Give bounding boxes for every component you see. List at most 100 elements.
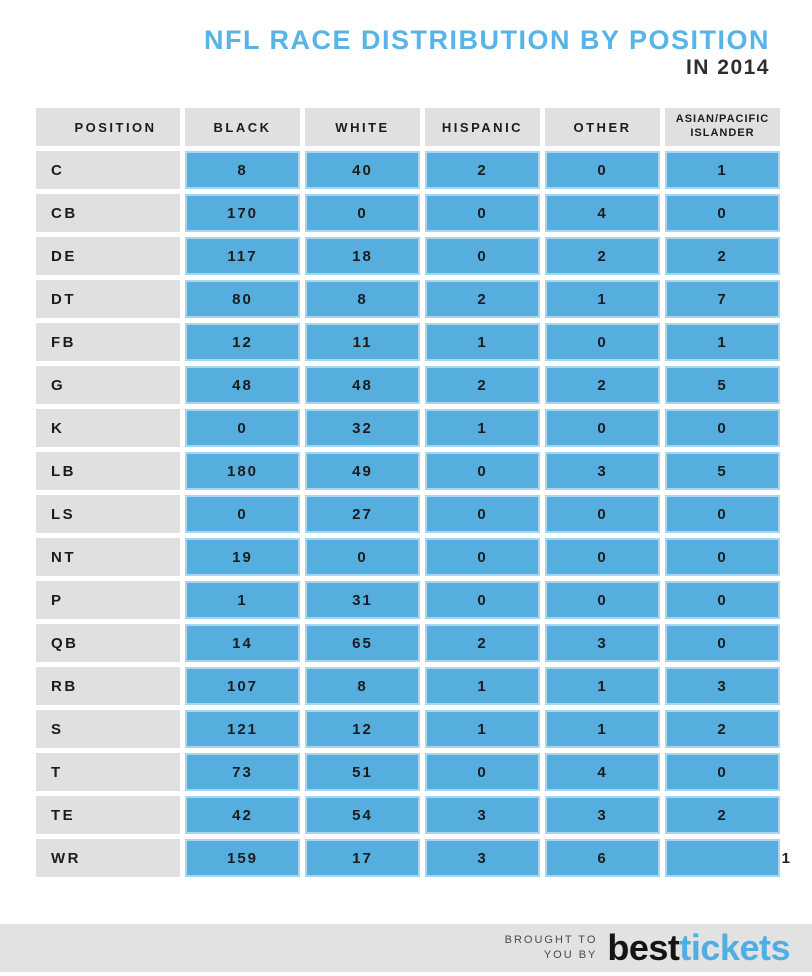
value-cell: 3 [545,796,660,834]
value-cell: 0 [185,495,300,533]
position-cell: NT [36,538,180,576]
position-cell: QB [36,624,180,662]
value-cell: 49 [305,452,420,490]
table-row: S 121 12 1 1 2 [36,710,780,748]
cell-text: 1 [237,591,248,609]
cell-text: 17 [352,849,373,867]
value-cell: 1 [425,710,540,748]
column-header-white: WHITE [305,108,420,146]
cell-text: 11 [352,333,373,351]
cell-text: 1 [477,720,488,738]
position-cell: CB [36,194,180,232]
cell-text: 32 [352,419,373,437]
value-cell: 3 [545,624,660,662]
cell-text: 0 [597,548,608,566]
cell-text: 2 [597,247,608,265]
value-cell: 42 [185,796,300,834]
cell-text: 0 [597,419,608,437]
column-header-position: POSITION [36,108,180,146]
cell-text: T [51,763,63,781]
cell-text: 2 [597,376,608,394]
column-header-black: BLACK [185,108,300,146]
value-cell: 17 [305,839,420,877]
table-row: G 48 48 2 2 5 [36,366,780,404]
cell-text: WR [51,849,81,867]
value-cell: 18 [305,237,420,275]
value-cell: 0 [665,753,780,791]
besttickets-logo: besttickets [607,930,790,966]
cell-text: 2 [717,247,728,265]
column-header-other: OTHER [545,108,660,146]
value-cell: 107 [185,667,300,705]
cell-text: 0 [357,548,368,566]
cell-text: 0 [597,505,608,523]
cell-text: QB [51,634,79,652]
value-cell: 0 [665,495,780,533]
value-cell: 1 [545,667,660,705]
value-cell: 159 [185,839,300,877]
value-cell: 2 [665,710,780,748]
value-cell: 2 [665,796,780,834]
value-cell: 4 [545,194,660,232]
cell-text: 1 [717,161,728,179]
cell-text: 12 [232,333,253,351]
value-cell: 12 [185,323,300,361]
value-cell: 2 [425,366,540,404]
value-cell: 8 [305,280,420,318]
cell-text: 73 [232,763,253,781]
table-row: TE 42 54 3 3 2 [36,796,780,834]
value-cell: 0 [305,538,420,576]
value-cell: 3 [425,796,540,834]
value-cell: 1 [545,280,660,318]
value-cell: 4 [545,753,660,791]
position-cell: S [36,710,180,748]
cell-text: 1 [597,677,608,695]
value-cell: 2 [425,624,540,662]
cell-text: 2 [477,290,488,308]
cell-text: 5 [717,376,728,394]
cell-text: K [51,419,65,437]
cell-text: 8 [357,677,368,695]
column-header-asian-pacific-islander: ASIAN/PACIFIC ISLANDER [665,108,780,146]
cell-text: NT [51,548,76,566]
position-cell: LS [36,495,180,533]
value-cell: 40 [305,151,420,189]
value-cell: 1 [425,667,540,705]
cell-text: 1 [781,849,790,867]
value-cell: 0 [545,151,660,189]
value-cell: 65 [305,624,420,662]
cell-text: CB [51,204,78,222]
table-row: DE 117 18 0 2 2 [36,237,780,275]
value-cell: 0 [665,581,780,619]
cell-text: 180 [226,462,259,480]
cell-text: 2 [717,806,728,824]
table-row: P 1 31 0 0 0 [36,581,780,619]
cell-text: 19 [232,548,253,566]
position-cell: RB [36,667,180,705]
cell-text: 0 [477,591,488,609]
cell-text: 2 [717,720,728,738]
value-cell: 121 [185,710,300,748]
table-body: C 8 40 2 0 1 CB 170 0 0 4 0 DE 117 18 0 2 2 DT 80 8 2 1 7 FB 12 11… [36,151,790,877]
position-cell: T [36,753,180,791]
cell-text: 0 [597,333,608,351]
table-row: CB 170 0 0 4 0 [36,194,780,232]
cell-text: 48 [352,376,373,394]
cell-text: 8 [237,161,248,179]
value-cell: 0 [425,753,540,791]
logo-text-tickets: tickets [679,927,790,968]
cell-text: 1 [477,677,488,695]
footer-tagline-line2: YOU BY [543,949,598,961]
table-row: LB 180 49 0 3 5 [36,452,780,490]
value-cell: 5 [665,366,780,404]
value-cell: 0 [425,538,540,576]
position-cell: TE [36,796,180,834]
table-header-row: POSITION BLACK WHITE HISPANIC OTHER ASIA… [36,108,780,146]
cell-text: 48 [232,376,253,394]
cell-text: 0 [477,247,488,265]
table-row: C 8 40 2 0 1 [36,151,780,189]
cell-text: 0 [717,591,728,609]
cell-text: 3 [597,806,608,824]
cell-text: 65 [352,634,373,652]
cell-text: 1 [477,419,488,437]
